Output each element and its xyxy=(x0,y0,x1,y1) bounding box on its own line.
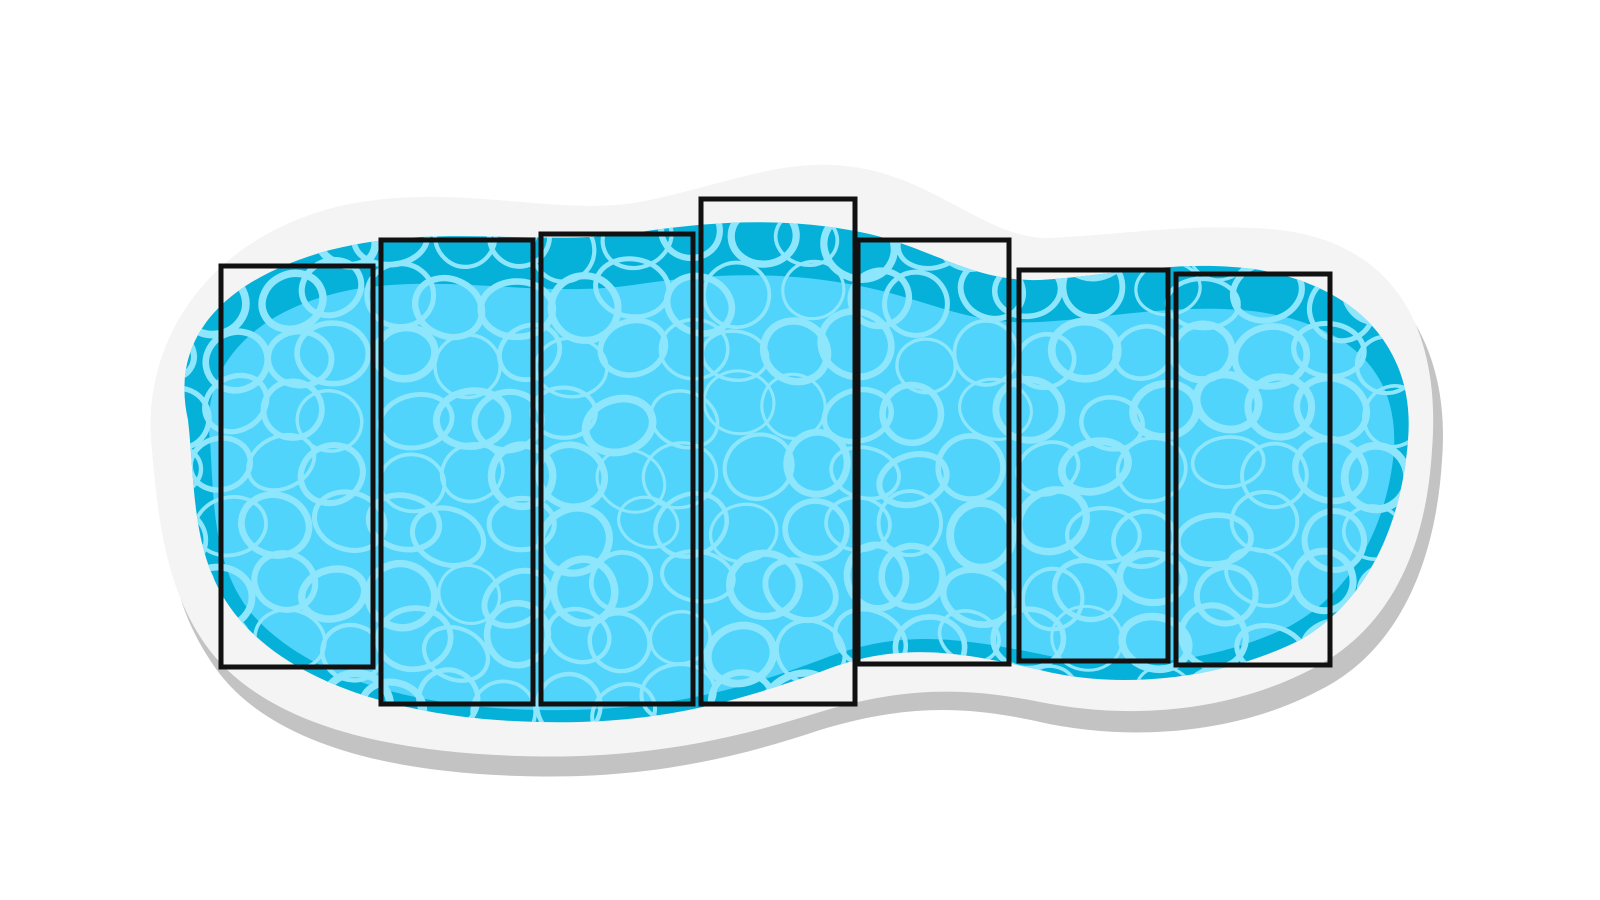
caustic-cell xyxy=(202,328,271,394)
caustic-cell xyxy=(470,679,538,723)
caustic-cell xyxy=(992,375,1066,444)
caustic-cell xyxy=(549,555,619,627)
caustic-cell xyxy=(820,222,898,283)
panel-frames xyxy=(218,196,1333,707)
caustic-cell xyxy=(781,259,846,321)
caustic-cell xyxy=(260,378,325,441)
caustic-cell xyxy=(1065,506,1142,565)
caustic-cell xyxy=(1244,373,1316,441)
caustic-cell xyxy=(762,557,839,624)
caustic-cell xyxy=(294,320,372,387)
panel-frame-5 xyxy=(855,237,1012,667)
panel-frame-2 xyxy=(378,237,536,707)
caustic-cell xyxy=(702,369,776,436)
caustic-cell xyxy=(409,505,487,568)
caustic-cell xyxy=(545,606,612,665)
caustic-cell xyxy=(365,492,443,553)
caustic-cell xyxy=(708,502,779,564)
pool-water-surface xyxy=(184,222,1409,723)
caustic-cell xyxy=(879,381,945,447)
caustic-cell xyxy=(1111,509,1177,569)
caustic-cell xyxy=(1301,508,1367,573)
caustic-cell xyxy=(265,328,335,389)
caustic-cell xyxy=(537,504,613,577)
caustic-cell xyxy=(371,323,439,383)
caustic-cell xyxy=(847,267,913,330)
caustic-cell xyxy=(416,667,481,723)
caustic-cell xyxy=(1292,435,1369,505)
caustic-cell xyxy=(1231,323,1311,390)
caustic-cell xyxy=(641,441,719,510)
caustic-cell xyxy=(882,269,950,338)
caustic-cell xyxy=(297,442,366,507)
caustic-cell xyxy=(935,433,1006,502)
caustic-cell xyxy=(821,386,894,445)
caustic-cell xyxy=(184,442,204,499)
caustic-cell xyxy=(184,667,215,723)
caustic-cell xyxy=(617,495,680,549)
panel-frame-6 xyxy=(1016,267,1171,664)
caustic-cell xyxy=(246,432,317,493)
panel-frame-7 xyxy=(1173,271,1333,668)
panel-frame-3 xyxy=(538,231,696,707)
caustic-cell xyxy=(783,428,851,498)
caustic-cell xyxy=(895,337,957,395)
caustic-cell xyxy=(1115,436,1188,504)
caustic-cell xyxy=(238,491,313,559)
caustic-cell xyxy=(412,274,486,341)
caustic-cell xyxy=(817,307,895,381)
caustic-cell xyxy=(1240,441,1309,510)
caustic-cell xyxy=(184,222,203,271)
caustic-cell xyxy=(1057,437,1132,496)
caustic-cell xyxy=(481,567,553,629)
caustic-cell xyxy=(1116,549,1188,607)
panel-frame-4 xyxy=(698,196,858,707)
caustic-cell xyxy=(1192,370,1263,434)
caustic-cell xyxy=(1047,317,1122,383)
caustic-cell xyxy=(298,565,369,623)
caustic-cell xyxy=(432,387,512,450)
caustic-cell xyxy=(587,611,652,674)
caustic-cell xyxy=(588,550,654,613)
caustic-cell xyxy=(595,448,667,514)
caustic-cell xyxy=(1190,435,1266,489)
caustic-cell xyxy=(421,625,491,683)
caustic-cell xyxy=(727,222,800,268)
caustic-cell xyxy=(726,549,803,621)
caustic-cell xyxy=(782,498,850,562)
caustic-cell xyxy=(663,272,736,337)
caustic-cell xyxy=(251,550,319,613)
caustic-cell xyxy=(843,541,910,612)
caustic-cell xyxy=(487,441,557,511)
caustic-cell xyxy=(1052,557,1123,623)
caustic-cell xyxy=(703,621,778,688)
caustic-cell xyxy=(364,559,439,632)
panel-frame-1 xyxy=(218,263,376,670)
caustic-cell xyxy=(258,269,327,333)
caustic-cell xyxy=(1224,547,1297,608)
caustic-cell xyxy=(590,681,657,723)
caustic-cell xyxy=(702,260,772,330)
caustic-cell xyxy=(184,322,197,383)
caustic-cell xyxy=(486,495,557,553)
caustic-cell xyxy=(597,317,669,378)
caustic-cell xyxy=(374,605,454,673)
caustic-cell xyxy=(876,451,950,509)
caustic-cell xyxy=(311,489,388,553)
caustic-cell xyxy=(876,489,943,558)
